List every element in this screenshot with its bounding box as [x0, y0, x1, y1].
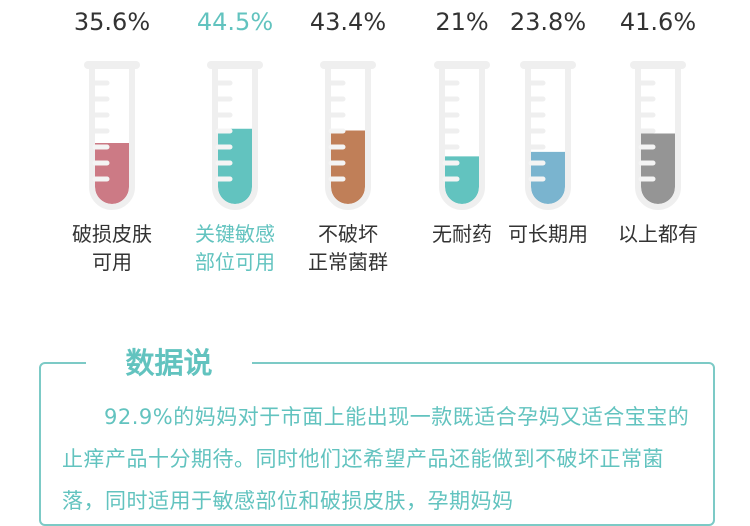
tube-fill	[641, 133, 675, 204]
tube-glass	[325, 66, 371, 210]
tube-5	[630, 61, 686, 210]
value-label: 43.4%	[309, 8, 387, 36]
category-label: 以上都有	[593, 220, 723, 248]
tube-glass	[439, 66, 485, 210]
category-label-line: 部位可用	[195, 250, 275, 274]
value-label: 35.6%	[73, 8, 151, 36]
panel-text: 92.9%的妈妈对于市面上能出现一款既适合孕妈又适合宝宝的止痒产品十分期待。同时…	[62, 405, 690, 513]
value-label: 21%	[435, 8, 489, 36]
category-label-line: 不破坏	[318, 222, 378, 246]
category-label: 破损皮肤 可用	[47, 220, 177, 276]
tube-1	[207, 61, 263, 210]
tube-2	[320, 61, 376, 210]
tubes-svg	[84, 61, 686, 210]
tube-glass	[525, 66, 571, 210]
value-label: 41.6%	[619, 8, 697, 36]
category-label-line: 以上都有	[618, 222, 698, 246]
tube-0	[84, 61, 140, 210]
category-label-line: 正常菌群	[308, 250, 388, 274]
tube-fill	[445, 156, 479, 204]
panel-title: 数据说	[86, 340, 252, 382]
category-label: 关键敏感 部位可用	[170, 220, 300, 276]
tube-3	[434, 61, 490, 210]
tube-fill	[331, 130, 365, 204]
category-label-line: 可用	[92, 250, 132, 274]
category-label: 无耐药	[397, 220, 527, 248]
tube-glass	[89, 66, 135, 210]
tube-fill	[218, 128, 252, 204]
tube-glass	[212, 66, 258, 210]
category-label-line: 破损皮肤	[72, 222, 152, 246]
value-label: 23.8%	[509, 8, 587, 36]
category-label-line: 关键敏感	[195, 222, 275, 246]
category-label-line: 可长期用	[508, 222, 588, 246]
tube-4	[520, 61, 576, 210]
tube-glass	[635, 66, 681, 210]
category-label-line: 无耐药	[432, 222, 492, 246]
tube-fill	[95, 143, 129, 204]
value-label: 44.5%	[196, 8, 274, 36]
category-label: 不破坏 正常菌群	[283, 220, 413, 276]
category-label: 可长期用	[483, 220, 613, 248]
